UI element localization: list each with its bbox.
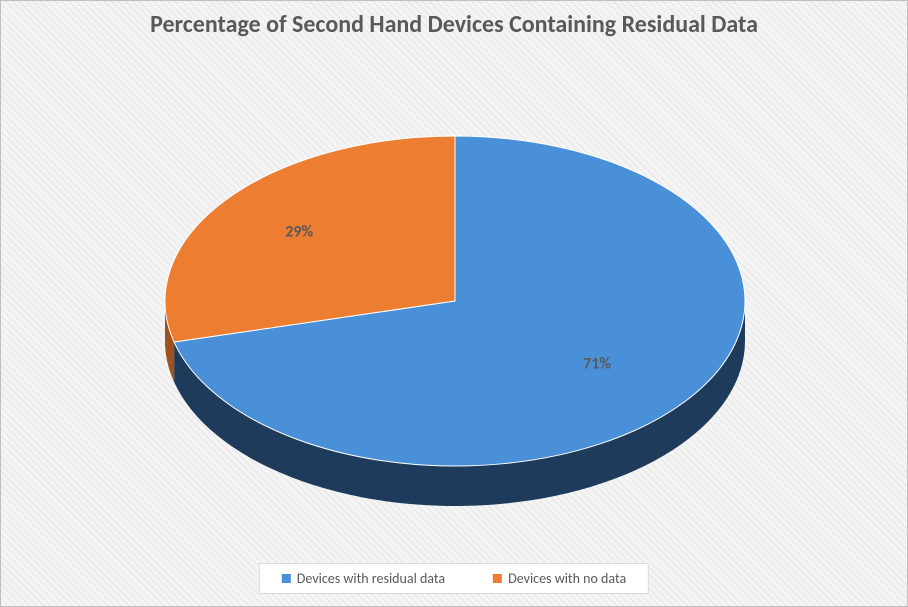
chart-title: Percentage of Second Hand Devices Contai… (1, 11, 907, 40)
chart-frame: Percentage of Second Hand Devices Contai… (0, 0, 908, 607)
legend-label: Devices with residual data (297, 570, 445, 587)
legend-swatch (282, 574, 291, 583)
legend-swatch (493, 574, 502, 583)
legend-item: Devices with no data (493, 570, 626, 587)
legend-label: Devices with no data (508, 570, 626, 587)
pie-chart (1, 91, 908, 531)
chart-legend: Devices with residual data Devices with n… (259, 563, 649, 594)
pie-plot-area: 71%29% (1, 91, 907, 536)
legend-item: Devices with residual data (282, 570, 445, 587)
